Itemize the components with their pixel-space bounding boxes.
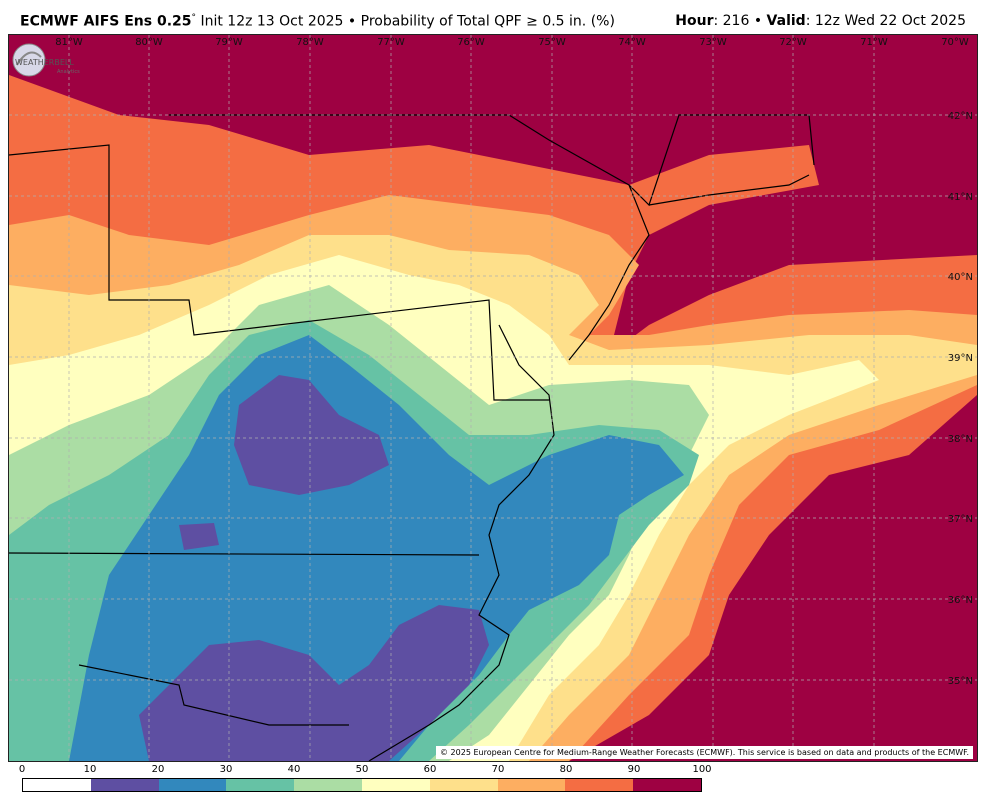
lon-label: 76°W — [457, 37, 485, 48]
map-header: ECMWF AIFS Ens 0.25° Init 12z 13 Oct 202… — [0, 0, 984, 34]
colorbar-swatch — [497, 779, 566, 791]
map-canvas: 81°W 80°W 79°W 78°W 77°W 76°W 75°W 74°W … — [9, 35, 977, 761]
lat-label: 40°N — [948, 272, 973, 283]
lat-label: 35°N — [948, 676, 973, 687]
colorbar-tick: 60 — [423, 764, 437, 775]
lat-label: 38°N — [948, 434, 973, 445]
lon-label: 74°W — [618, 37, 646, 48]
colorbar-swatch — [633, 779, 701, 791]
colorbar-tick: 10 — [83, 764, 97, 775]
info-separator: • — [753, 13, 763, 29]
lon-label: 79°W — [215, 37, 243, 48]
valid-time-info: Hour: 216 • Valid: 12z Wed 22 Oct 2025 — [675, 13, 966, 29]
lon-label: 73°W — [699, 37, 727, 48]
lon-label: 70°W — [941, 37, 969, 48]
weatherbell-logo: WEATHERBELL Analytics — [12, 43, 80, 77]
copyright-notice: © 2025 European Centre for Medium-Range … — [436, 746, 973, 759]
init-time: Init 12z 13 Oct 2025 — [200, 13, 344, 30]
lon-label: 71°W — [860, 37, 888, 48]
colorbar-tick: 70 — [491, 764, 505, 775]
lon-label: 72°W — [779, 37, 807, 48]
map-title: ECMWF AIFS Ens 0.25° Init 12z 13 Oct 202… — [20, 13, 615, 30]
lon-label: 78°W — [296, 37, 324, 48]
colorbar-tick: 90 — [627, 764, 641, 775]
valid-value: : 12z Wed 22 Oct 2025 — [805, 13, 966, 29]
field-name: Probability of Total QPF ≥ 0.5 in. (%) — [360, 13, 615, 30]
colorbar-tick: 30 — [219, 764, 233, 775]
lon-label: 80°W — [135, 37, 163, 48]
probability-map[interactable]: 81°W 80°W 79°W 78°W 77°W 76°W 75°W 74°W … — [8, 34, 978, 762]
hour-value: : 216 — [713, 13, 750, 29]
prob-10-20-zone-south — [139, 605, 489, 761]
colorbar-tick: 100 — [692, 764, 712, 775]
longitude-labels: 81°W 80°W 79°W 78°W 77°W 76°W 75°W 74°W … — [55, 37, 969, 48]
degree-sign: ° — [191, 13, 197, 23]
colorbar-swatch — [23, 779, 91, 791]
lon-label: 75°W — [538, 37, 566, 48]
prob-10-20-zone-north — [234, 375, 389, 495]
lat-label: 42°N — [948, 111, 973, 122]
logo-text: WEATHERBELL — [15, 58, 74, 67]
colorbar-swatch — [90, 779, 159, 791]
colorbar-tick: 40 — [287, 764, 301, 775]
colorbar-tick: 0 — [18, 764, 26, 775]
prob-10-20-zone-small — [179, 523, 219, 550]
colorbar-swatch — [429, 779, 498, 791]
logo-subtext: Analytics — [57, 69, 80, 75]
colorbar-tick: 50 — [355, 764, 369, 775]
latitude-labels: 42°N 41°N 40°N 39°N 38°N 37°N 36°N 35°N — [948, 111, 973, 687]
lat-label: 39°N — [948, 353, 973, 364]
colorbar-labels: 0 10 20 30 40 50 60 70 80 90 100 — [18, 764, 712, 776]
hour-label: Hour — [675, 13, 714, 29]
colorbar-tick: 80 — [559, 764, 573, 775]
lat-label: 41°N — [948, 192, 973, 203]
model-name: ECMWF AIFS Ens 0.25 — [20, 13, 192, 30]
lat-label: 36°N — [948, 595, 973, 606]
lon-label: 77°W — [377, 37, 405, 48]
state-borders — [9, 114, 815, 761]
colorbar-tick: 20 — [151, 764, 165, 775]
colorbar-swatch — [361, 779, 430, 791]
graticule — [9, 35, 977, 761]
colorbar-swatch — [294, 779, 362, 791]
colorbar-swatch — [565, 779, 634, 791]
lat-label: 37°N — [948, 514, 973, 525]
colorbar-swatch — [226, 779, 295, 791]
colorbar-swatch — [158, 779, 227, 791]
valid-label: Valid — [766, 13, 806, 29]
title-separator: • — [347, 13, 357, 30]
lon-label: 81°W — [55, 37, 83, 48]
colorbar — [22, 778, 702, 792]
